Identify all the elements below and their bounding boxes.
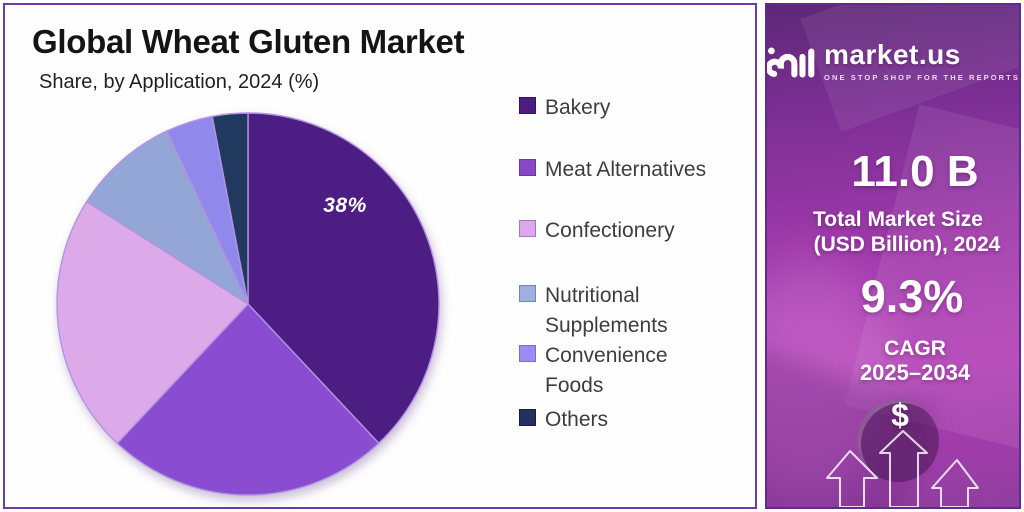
legend-label-convenience-foods: Convenience Foods (545, 344, 668, 397)
legend-swatch-nutritional-supplements (519, 285, 536, 302)
chart-panel: Global Wheat Gluten Market Share, by App… (3, 3, 757, 509)
market-size-label-line2: (USD Billion), 2024 (813, 233, 1001, 256)
cagr-value: 9.3% (860, 271, 964, 322)
legend-swatch-others (519, 409, 536, 426)
legend-swatch-confectionery (519, 220, 536, 237)
legend-label-bakery: Bakery (545, 96, 611, 119)
legend-label-confectionery: Confectionery (545, 219, 675, 242)
legend-swatch-meat-alternatives (519, 159, 536, 176)
pie-slice-confectionery (56, 200, 249, 444)
logo-tagline: ONE STOP SHOP FOR THE REPORTS (824, 73, 1020, 82)
pie-slice-bakery (247, 112, 440, 444)
legend: Bakery Meat Alternatives Confectionery Nutr… (519, 93, 744, 473)
legend-swatch-bakery (519, 97, 536, 114)
coffee-cup-photo-shape (857, 400, 939, 482)
legend-item-nutritional-supplements: Nutritional Supplements (519, 281, 668, 341)
market-size-value: 11.0 B (851, 147, 979, 196)
logo-wordmark: market.us (824, 39, 961, 70)
logo-text-block: market.us ONE STOP SHOP FOR THE REPORTS (824, 39, 1020, 83)
market-size-label-line1: Total Market Size (813, 208, 983, 231)
chart-subtitle: Share, by Application, 2024 (%) (39, 71, 320, 93)
legend-label-nutritional-supplements: Nutritional Supplements (545, 284, 668, 337)
legend-item-convenience-foods: Convenience Foods (519, 341, 668, 401)
pie-slice-others (211, 112, 249, 305)
pie-slice-label-bakery: 38% (323, 194, 367, 217)
legend-item-others: Others (519, 405, 608, 435)
cagr-years: 2025–2034 (859, 360, 971, 385)
growth-arrows-icon (826, 430, 979, 507)
legend-item-meat-alternatives: Meat Alternatives (519, 155, 706, 185)
pie-chart (56, 112, 440, 496)
pie-slice-meat-alternatives (116, 303, 380, 496)
brand-panel: market.us ONE STOP SHOP FOR THE REPORTS … (765, 3, 1021, 509)
pie-slice-nutritional-supplements (86, 130, 249, 305)
legend-swatch-convenience-foods (519, 345, 536, 362)
legend-label-others: Others (545, 408, 609, 431)
legend-item-bakery: Bakery (519, 93, 610, 123)
legend-item-confectionery: Confectionery (519, 216, 675, 246)
marketus-logo-mark-icon (767, 47, 815, 78)
cagr-label: CAGR (884, 337, 946, 360)
marketus-logo: market.us ONE STOP SHOP FOR THE REPORTS (767, 41, 1019, 82)
legend-label-meat-alternatives: Meat Alternatives (545, 158, 707, 181)
page-title: Global Wheat Gluten Market (32, 23, 465, 60)
dollar-icon: $ (891, 397, 909, 433)
